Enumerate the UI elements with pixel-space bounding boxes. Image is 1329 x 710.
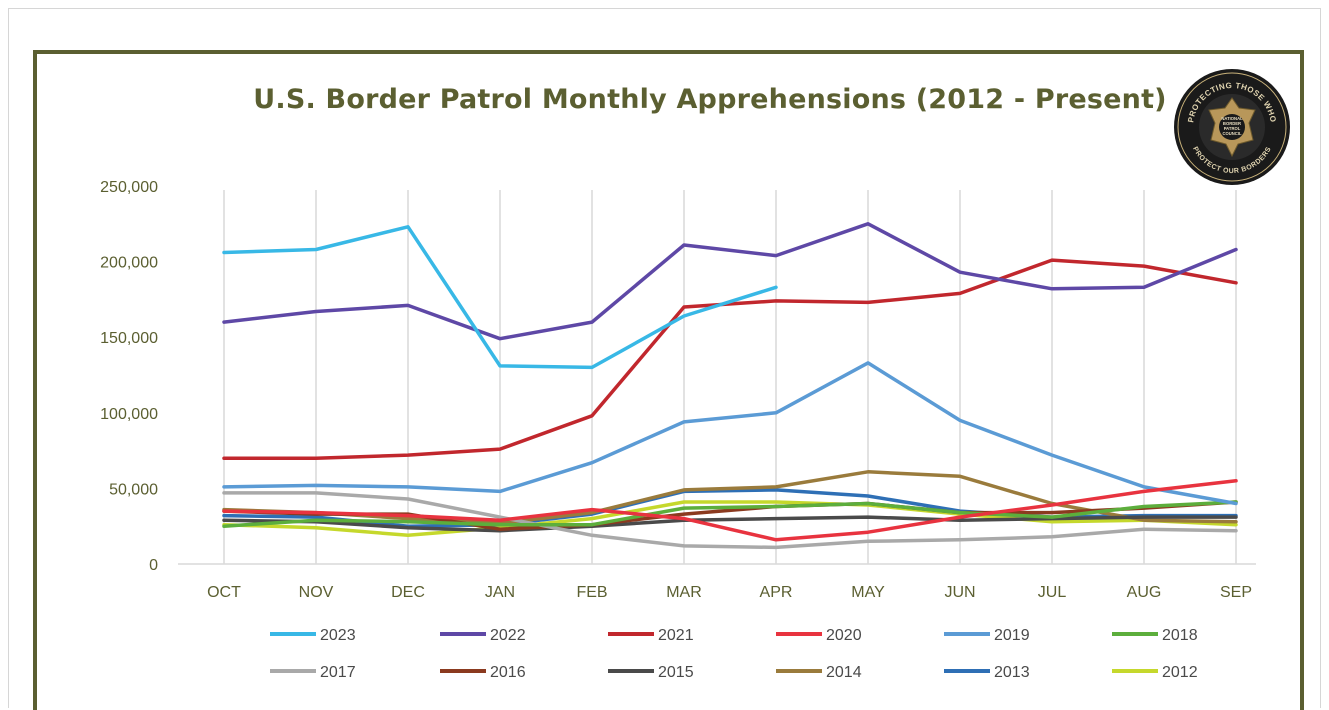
legend-item-2017: 2017 — [270, 664, 356, 681]
series-line-2023 — [222, 225, 778, 370]
y-tick-label: 100,000 — [100, 406, 158, 423]
series-line-2017 — [222, 491, 1238, 550]
y-tick-label: 50,000 — [109, 481, 158, 498]
legend-item-2019: 2019 — [944, 627, 1030, 644]
vertical-gridlines — [178, 190, 1256, 565]
series-line-2022 — [222, 222, 1238, 341]
legend-item-2012: 2012 — [1112, 664, 1198, 681]
x-tick-label: AUG — [1127, 584, 1162, 601]
series-line-2019 — [222, 361, 1238, 506]
chart-title: U.S. Border Patrol Monthly Apprehensions… — [253, 84, 1167, 115]
x-tick-label: JUN — [944, 584, 975, 601]
series-line-2014 — [222, 470, 1238, 525]
chart-frame — [33, 50, 1304, 710]
legend-label: 2017 — [320, 664, 356, 681]
legend-label: 2022 — [490, 627, 526, 644]
legend-label: 2023 — [320, 627, 356, 644]
x-tick-label: JAN — [485, 584, 515, 601]
y-axis-labels: 0 50,000 100,000 150,000 200,000 250,000 — [100, 179, 158, 574]
legend-label: 2019 — [994, 627, 1030, 644]
seal-line-2: BORDER — [1223, 121, 1241, 126]
x-tick-label: JUL — [1038, 584, 1067, 601]
legend-label: 2016 — [490, 664, 526, 681]
seal-line-1: NATIONAL — [1221, 116, 1243, 121]
x-tick-label: SEP — [1220, 584, 1252, 601]
legend-label: 2020 — [826, 627, 862, 644]
series-line-2012 — [222, 500, 1238, 538]
x-tick-label: APR — [760, 584, 793, 601]
seal-line-4: COUNCIL — [1222, 131, 1242, 136]
legend-item-2014: 2014 — [776, 664, 862, 681]
legend-label: 2015 — [658, 664, 694, 681]
x-tick-label: OCT — [207, 584, 241, 601]
legend-item-2018: 2018 — [1112, 627, 1198, 644]
legend-item-2016: 2016 — [440, 664, 526, 681]
legend-item-2013: 2013 — [944, 664, 1030, 681]
y-tick-label: 250,000 — [100, 179, 158, 196]
legend-item-2020: 2020 — [776, 627, 862, 644]
legend-label: 2012 — [1162, 664, 1198, 681]
legend-label: 2021 — [658, 627, 694, 644]
legend-item-2023: 2023 — [270, 627, 356, 644]
x-tick-label: MAR — [666, 584, 702, 601]
legend-item-2021: 2021 — [608, 627, 694, 644]
series-lines — [222, 222, 1238, 550]
y-tick-label: 200,000 — [100, 255, 158, 272]
series-line-2018 — [222, 500, 1238, 528]
legend-label: 2013 — [994, 664, 1030, 681]
legend-label: 2014 — [826, 664, 862, 681]
series-line-2020 — [222, 479, 1238, 542]
legend: 2023 2022 2021 2020 2019 2018 2017 2016 2015 2014… — [270, 627, 1198, 681]
series-line-2021 — [222, 258, 1238, 460]
y-tick-label: 0 — [149, 557, 158, 574]
legend-item-2015: 2015 — [608, 664, 694, 681]
union-seal-logo: PROTECTING THOSE WHO PROTECT OUR BORDERS… — [1174, 69, 1290, 185]
x-tick-label: NOV — [299, 584, 334, 601]
legend-label: 2018 — [1162, 627, 1198, 644]
series-line-2015 — [222, 515, 1238, 533]
seal-line-3: PATROL — [1224, 126, 1241, 131]
x-tick-label: MAY — [851, 584, 885, 601]
x-axis-labels: OCT NOV DEC JAN FEB MAR APR MAY JUN JUL AUG SEP — [207, 584, 1252, 601]
y-tick-label: 150,000 — [100, 330, 158, 347]
legend-item-2022: 2022 — [440, 627, 526, 644]
x-tick-label: FEB — [576, 584, 607, 601]
x-tick-label: DEC — [391, 584, 425, 601]
